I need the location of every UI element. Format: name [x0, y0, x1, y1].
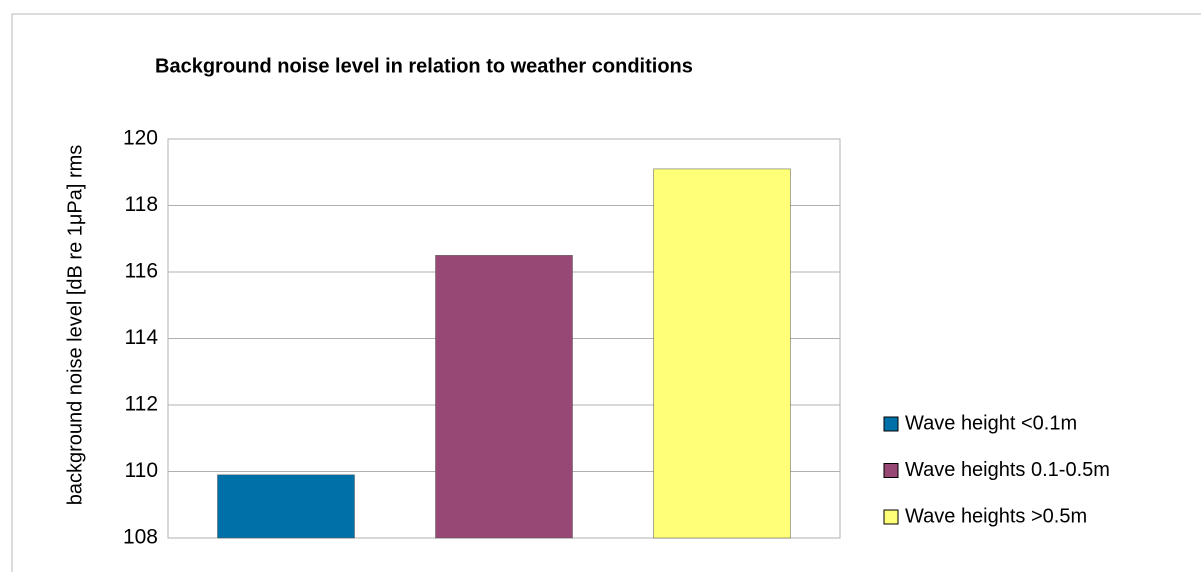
- legend-label: Wave heights >0.5m: [905, 505, 1087, 527]
- bar: [435, 255, 573, 539]
- y-tick-label: 108: [123, 526, 158, 549]
- legend-label: Wave heights 0.1-0.5m: [905, 459, 1110, 481]
- y-tick-label: 110: [125, 459, 158, 482]
- chart-title: Background noise level in relation to we…: [155, 55, 693, 77]
- legend-label: Wave height <0.1m: [905, 412, 1077, 434]
- chart-border: [11, 13, 1201, 572]
- legend-swatch: [883, 416, 899, 432]
- y-tick-label: 116: [125, 260, 158, 283]
- y-tick-label: 120: [123, 127, 158, 150]
- y-tick-label: 114: [125, 326, 159, 349]
- bar: [653, 168, 791, 539]
- bar: [217, 474, 355, 539]
- legend-swatch: [883, 463, 899, 478]
- legend-swatch: [883, 509, 899, 525]
- y-tick-label: 118: [125, 193, 158, 216]
- y-axis-label: background noise level [dB re 1μPa] rms: [64, 145, 86, 506]
- y-tick-label: 112: [125, 393, 158, 416]
